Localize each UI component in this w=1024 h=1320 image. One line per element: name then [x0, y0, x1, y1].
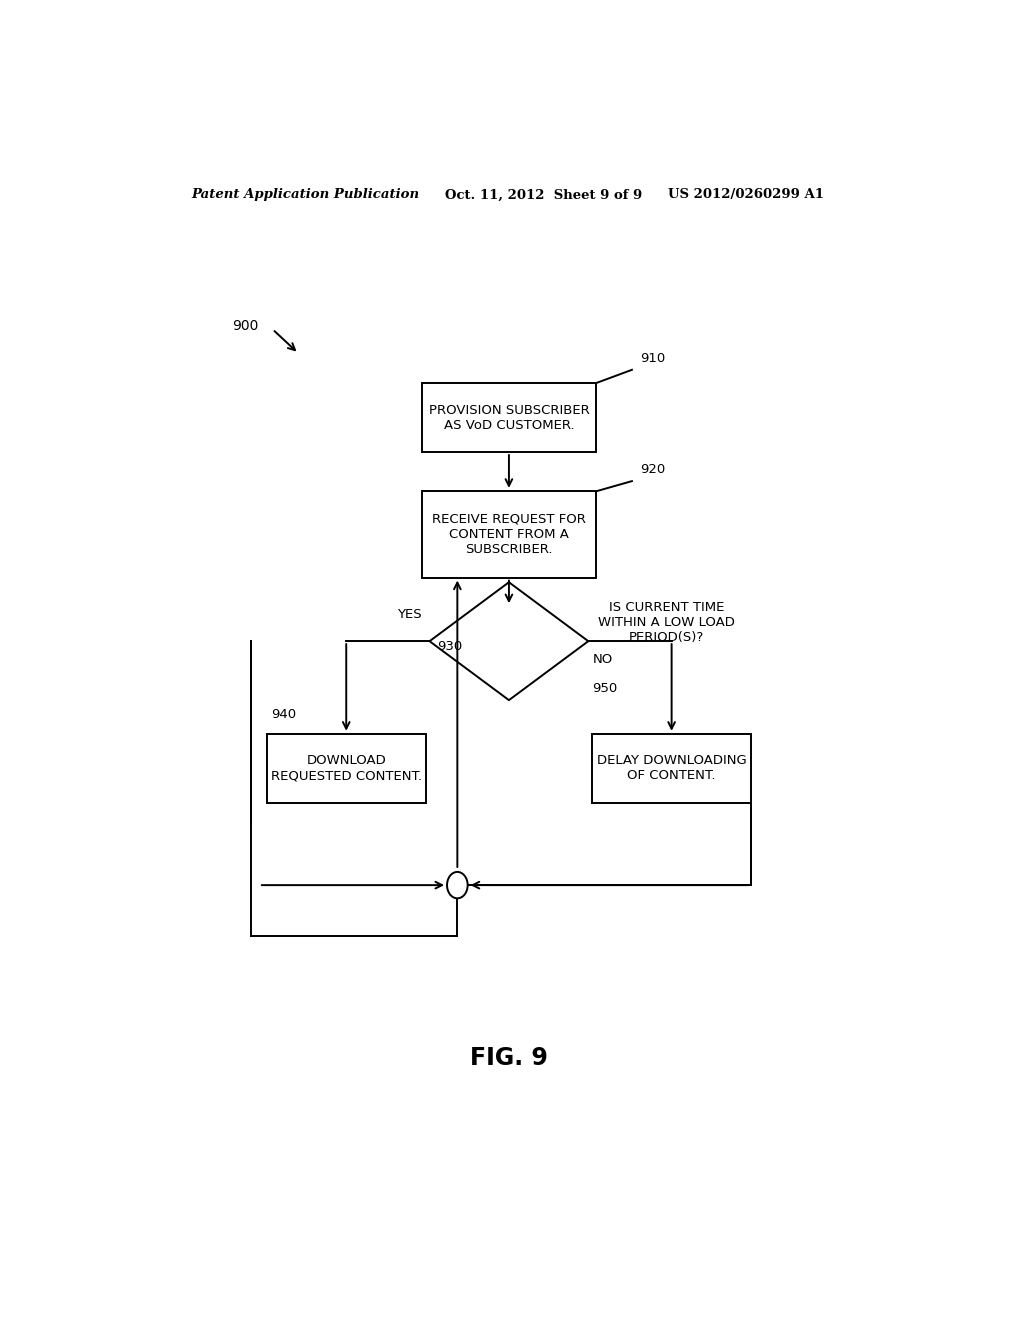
- Text: Oct. 11, 2012  Sheet 9 of 9: Oct. 11, 2012 Sheet 9 of 9: [445, 189, 643, 202]
- Text: DOWNLOAD
REQUESTED CONTENT.: DOWNLOAD REQUESTED CONTENT.: [270, 754, 422, 783]
- Text: US 2012/0260299 A1: US 2012/0260299 A1: [668, 189, 823, 202]
- Text: Patent Application Publication: Patent Application Publication: [191, 189, 420, 202]
- Text: DELAY DOWNLOADING
OF CONTENT.: DELAY DOWNLOADING OF CONTENT.: [597, 754, 746, 783]
- Text: NO: NO: [592, 653, 612, 667]
- Text: IS CURRENT TIME
WITHIN A LOW LOAD
PERIOD(S)?: IS CURRENT TIME WITHIN A LOW LOAD PERIOD…: [598, 602, 734, 644]
- Text: RECEIVE REQUEST FOR
CONTENT FROM A
SUBSCRIBER.: RECEIVE REQUEST FOR CONTENT FROM A SUBSC…: [432, 513, 586, 556]
- Bar: [422, 491, 596, 578]
- Circle shape: [447, 873, 468, 899]
- Text: 910: 910: [640, 351, 666, 364]
- Text: 930: 930: [437, 640, 463, 653]
- Bar: [267, 734, 426, 803]
- Text: YES: YES: [397, 609, 422, 620]
- Text: 920: 920: [640, 463, 666, 477]
- Text: 900: 900: [232, 319, 259, 333]
- Text: FIG. 9: FIG. 9: [470, 1045, 548, 1071]
- Text: 950: 950: [592, 682, 617, 694]
- Bar: [592, 734, 751, 803]
- Bar: [422, 383, 596, 453]
- Text: PROVISION SUBSCRIBER
AS VoD CUSTOMER.: PROVISION SUBSCRIBER AS VoD CUSTOMER.: [429, 404, 589, 432]
- Text: 940: 940: [270, 709, 296, 722]
